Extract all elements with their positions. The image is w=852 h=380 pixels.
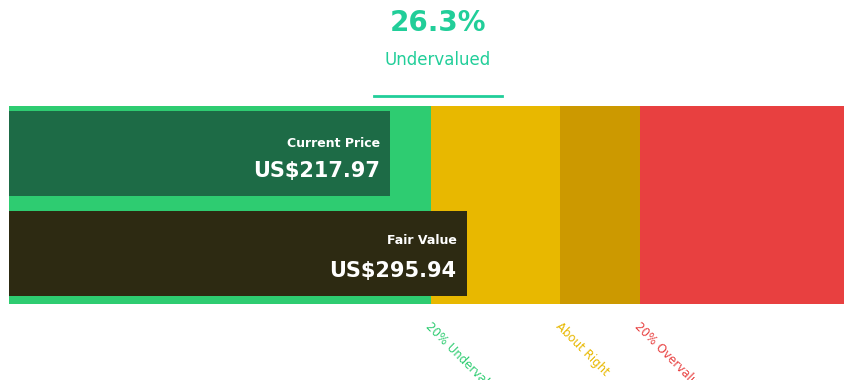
Text: 20% Undervalued: 20% Undervalued (423, 320, 506, 380)
Bar (9, 106, 430, 304)
Text: 20% Overvalued: 20% Overvalued (631, 320, 710, 380)
Text: Undervalued: Undervalued (384, 51, 490, 69)
Bar (560, 106, 639, 304)
Text: Current Price: Current Price (286, 137, 379, 150)
Bar (430, 106, 560, 304)
Text: About Right: About Right (552, 320, 611, 378)
Bar (9, 211, 466, 296)
Text: US$295.94: US$295.94 (329, 261, 456, 280)
Text: US$217.97: US$217.97 (252, 161, 379, 181)
Text: Fair Value: Fair Value (386, 234, 456, 247)
Bar (639, 106, 843, 304)
Bar (9, 111, 389, 196)
Text: 26.3%: 26.3% (389, 8, 486, 36)
